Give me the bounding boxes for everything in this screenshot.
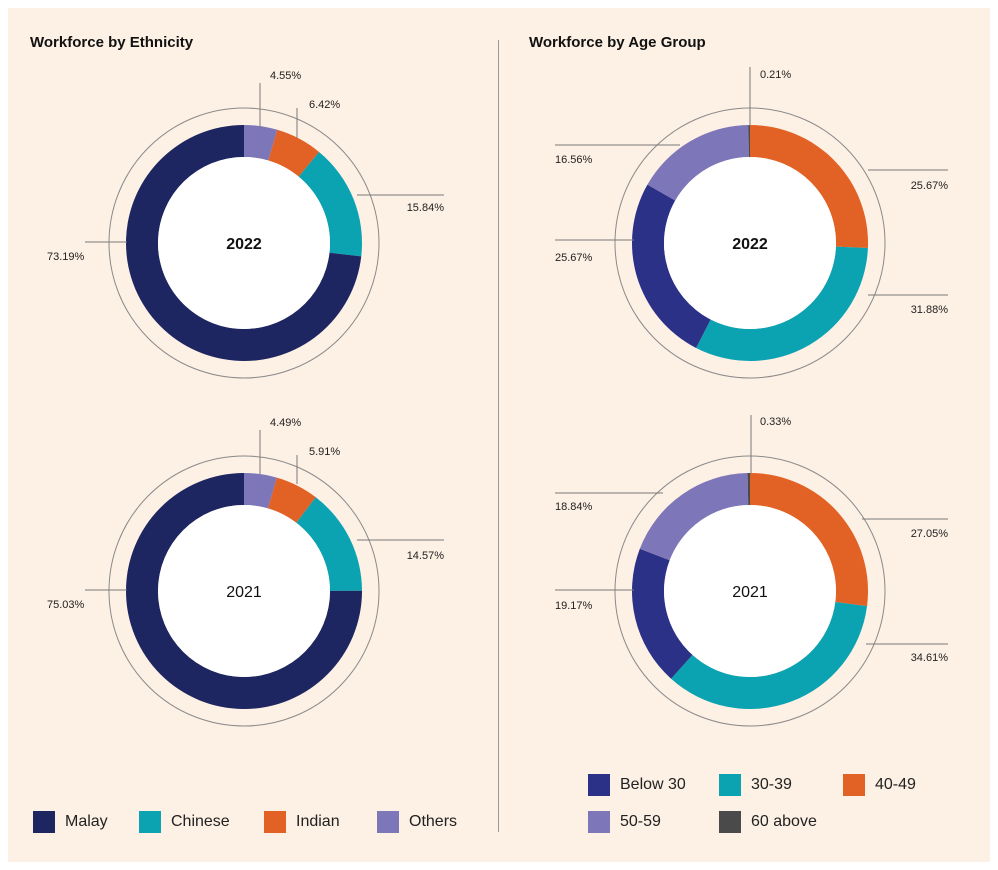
chart-workforce-by-age-group-2021-slice-below-30 (632, 548, 693, 679)
chart-workforce-by-age-group-2022-value-label-40-49: 25.67% (911, 180, 949, 192)
chart-workforce-by-age-group-2022-slice-40-49 (750, 125, 868, 248)
legend-label-malay: Malay (65, 813, 108, 830)
chart-workforce-by-age-group-2021-value-label-50-59: 18.84% (555, 501, 593, 513)
chart-workforce-by-age-group-2021-value-label-below-30: 19.17% (555, 600, 593, 612)
chart-workforce-by-age-group-2022-hole (664, 157, 836, 329)
chart-workforce-by-age-group-2022-slice-50-59 (647, 125, 749, 201)
chart-workforce-by-ethnicity-2022-value-label-malay: 73.19% (47, 251, 85, 263)
legend-swatch-chinese (139, 811, 161, 833)
legend-item-others: Others (377, 810, 457, 834)
legend-label-60-above: 60 above (751, 813, 817, 830)
legend-item-malay: Malay (33, 810, 108, 834)
chart-workforce-by-ethnicity-2022-hole (158, 157, 330, 329)
legend-swatch-indian (264, 811, 286, 833)
legend-item-indian: Indian (264, 810, 340, 834)
legend-swatch-30-39 (719, 774, 741, 796)
chart-workforce-by-ethnicity-2022-value-label-chinese: 15.84% (407, 202, 445, 214)
chart-workforce-by-age-group-2021-value-label-40-49: 27.05% (911, 528, 949, 540)
legend-item-40-49: 40-49 (843, 773, 916, 797)
chart-workforce-by-ethnicity-2021-outer-ring (108, 455, 380, 727)
legend-label-below-30: Below 30 (620, 776, 686, 793)
legend-swatch-40-49 (843, 774, 865, 796)
legend-swatch-50-59 (588, 811, 610, 833)
chart-workforce-by-ethnicity-2021-value-label-indian: 5.91% (309, 446, 340, 458)
chart-workforce-by-ethnicity-2022-value-label-others: 4.55% (270, 70, 301, 82)
chart-workforce-by-age-group-2021-outer-ring (614, 455, 886, 727)
chart-workforce-by-ethnicity-2021-value-label-chinese: 14.57% (407, 550, 445, 562)
chart-workforce-by-ethnicity-2022-outer-ring (108, 107, 380, 379)
chart-workforce-by-ethnicity-2022-value-label-indian: 6.42% (309, 99, 340, 111)
chart-workforce-by-age-group-2022-value-label-60-above: 0.21% (760, 69, 791, 81)
chart-workforce-by-ethnicity-2021-hole (158, 505, 330, 677)
age-group-title: Workforce by Age Group (529, 34, 706, 51)
chart-workforce-by-ethnicity-2021-value-label-others: 4.49% (270, 417, 301, 429)
legend-label-30-39: 30-39 (751, 776, 792, 793)
legend-swatch-malay (33, 811, 55, 833)
chart-workforce-by-age-group-2022-slice-30-39 (696, 246, 868, 362)
chart-workforce-by-age-group-2021-center-label: 2021 (732, 584, 768, 601)
chart-workforce-by-age-group-2022-slice-below-30 (632, 184, 711, 348)
chart-workforce-by-age-group-2022-slice-60-above (748, 125, 750, 158)
legend-swatch-60-above (719, 811, 741, 833)
legend-swatch-below-30 (588, 774, 610, 796)
chart-workforce-by-age-group-2021-value-label-60-above: 0.33% (760, 416, 791, 428)
chart-workforce-by-ethnicity-2021-slice-chinese (296, 497, 362, 591)
ethnicity-title: Workforce by Ethnicity (30, 34, 194, 51)
legend-label-50-59: 50-59 (620, 813, 661, 830)
chart-workforce-by-ethnicity-2021-slice-others (244, 473, 277, 509)
chart-workforce-by-age-group-2021-slice-40-49 (750, 473, 868, 607)
chart-workforce-by-ethnicity-2022-slice-chinese (298, 151, 362, 257)
legend-swatch-others (377, 811, 399, 833)
chart-workforce-by-age-group-2021-slice-50-59 (639, 473, 749, 561)
legend-item-below-30: Below 30 (588, 773, 686, 797)
chart-workforce-by-age-group-2021-hole (664, 505, 836, 677)
chart-workforce-by-ethnicity-2021-value-label-malay: 75.03% (47, 599, 85, 611)
chart-workforce-by-ethnicity-2022-slice-others (244, 125, 278, 161)
legend-label-others: Others (409, 813, 458, 830)
legend-label-indian: Indian (296, 813, 340, 830)
legend-item-60-above: 60 above (719, 810, 817, 834)
chart-workforce-by-ethnicity-2022-slice-indian (268, 129, 320, 177)
legend-item-30-39: 30-39 (719, 773, 792, 797)
section-divider (498, 40, 499, 832)
chart-workforce-by-age-group-2022-value-label-30-39: 31.88% (911, 304, 949, 316)
chart-workforce-by-age-group-2022-value-label-below-30: 25.67% (555, 252, 593, 264)
chart-workforce-by-age-group-2021-slice-60-above (747, 473, 750, 506)
chart-workforce-by-ethnicity-2022-center-label: 2022 (226, 236, 262, 253)
chart-workforce-by-ethnicity-2021-slice-indian (267, 477, 316, 523)
chart-workforce-by-age-group-2021-value-label-30-39: 34.61% (911, 652, 949, 664)
chart-workforce-by-ethnicity-2021-center-label: 2021 (226, 584, 262, 601)
chart-workforce-by-age-group-2022-value-label-50-59: 16.56% (555, 154, 593, 166)
legend-label-40-49: 40-49 (875, 776, 916, 793)
legend-item-50-59: 50-59 (588, 810, 661, 834)
legend-label-chinese: Chinese (171, 813, 230, 830)
chart-workforce-by-age-group-2022-center-label: 2022 (732, 236, 768, 253)
chart-workforce-by-age-group-2021-slice-30-39 (671, 602, 868, 710)
legend-item-chinese: Chinese (139, 810, 230, 834)
